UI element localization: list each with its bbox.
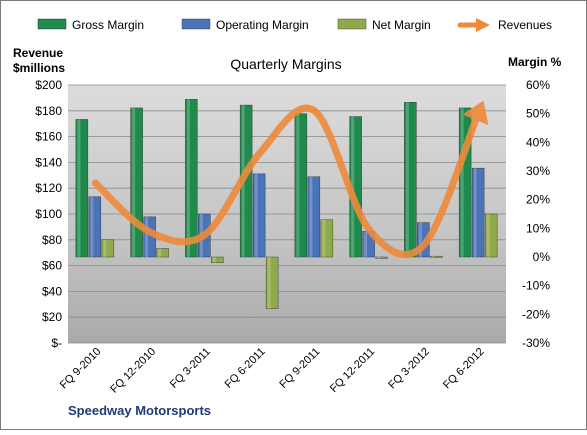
- legend-swatch: [38, 19, 66, 29]
- company-name: Speedway Motorsports: [68, 403, 211, 418]
- left-tick-label: $40: [42, 284, 62, 298]
- left-tick-label: $140: [35, 155, 62, 169]
- bar-highlight: [90, 197, 93, 257]
- right-tick-label: 0%: [533, 250, 551, 264]
- left-tick-label: $60: [42, 259, 62, 273]
- left-tick-label: $180: [35, 104, 62, 118]
- bar-highlight: [322, 220, 325, 257]
- legend-label: Revenues: [498, 18, 552, 32]
- bar-highlight: [309, 177, 312, 257]
- left-axis-label-line2: $millions: [13, 61, 65, 75]
- legend-swatch: [182, 19, 210, 29]
- left-tick-label: $-: [51, 336, 62, 350]
- bar-highlight: [255, 174, 258, 257]
- right-tick-label: -20%: [522, 307, 550, 321]
- bar-highlight: [187, 99, 190, 257]
- right-tick-label: 10%: [526, 221, 550, 235]
- bar-highlight: [77, 119, 80, 257]
- bar-highlight: [432, 256, 435, 257]
- left-tick-label: $80: [42, 233, 62, 247]
- right-tick-label: 50%: [526, 107, 550, 121]
- bar-highlight: [487, 214, 490, 257]
- right-tick-label: -30%: [522, 336, 550, 350]
- legend-label: Net Margin: [372, 18, 431, 32]
- bar-highlight: [213, 257, 216, 263]
- bar-highlight: [364, 231, 367, 257]
- bar-highlight: [296, 114, 299, 257]
- bar-highlight: [103, 240, 106, 257]
- left-axis-label-line1: Revenue: [13, 46, 63, 60]
- right-tick-label: -10%: [522, 279, 550, 293]
- right-tick-label: 60%: [526, 78, 550, 92]
- bar-highlight: [132, 108, 135, 257]
- bar-highlight: [406, 102, 409, 257]
- legend-label: Operating Margin: [216, 18, 309, 32]
- bar-highlight: [474, 168, 477, 257]
- left-tick-label: $200: [35, 78, 62, 92]
- chart-title: Quarterly Margins: [230, 56, 341, 72]
- left-tick-label: $20: [42, 310, 62, 324]
- bar-highlight: [145, 217, 148, 257]
- right-tick-label: 20%: [526, 193, 550, 207]
- legend-label: Gross Margin: [72, 18, 144, 32]
- bar-highlight: [461, 108, 464, 257]
- bar-highlight: [158, 248, 161, 257]
- bar-highlight: [268, 257, 271, 309]
- left-tick-label: $120: [35, 181, 62, 195]
- right-tick-label: 30%: [526, 164, 550, 178]
- right-axis-label: Margin %: [508, 55, 562, 69]
- bar-highlight: [377, 257, 380, 258]
- left-tick-label: $100: [35, 207, 62, 221]
- left-tick-label: $160: [35, 130, 62, 144]
- right-tick-label: 40%: [526, 135, 550, 149]
- legend-swatch: [338, 19, 366, 29]
